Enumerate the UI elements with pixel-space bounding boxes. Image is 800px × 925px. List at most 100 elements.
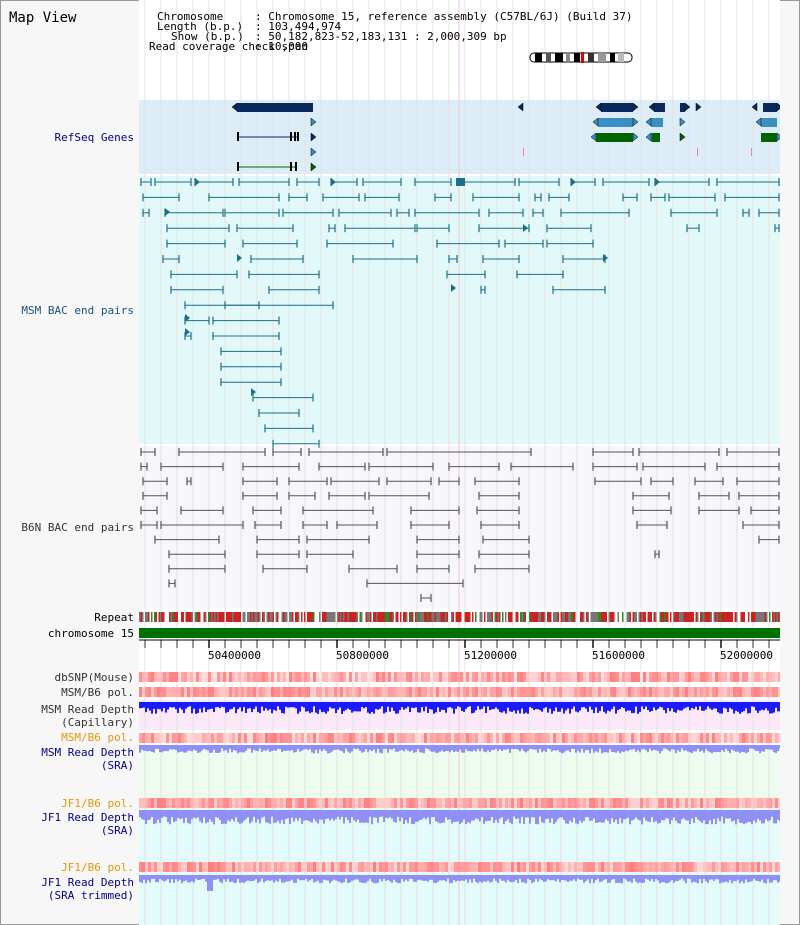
msm-read-depth-capillary-label: MSM Read Depth — [41, 703, 134, 716]
msm-capillary-depth-bars — [139, 702, 780, 714]
strand-arrow — [645, 132, 652, 142]
strand-arrow — [632, 102, 639, 112]
dbsnp-heat-strip — [139, 672, 780, 682]
gene-feature — [652, 133, 660, 142]
strand-arrow — [310, 162, 317, 172]
jf1-b6-pol-heat-strip-2 — [139, 862, 780, 872]
msm-b6-pol-heat-strip-2 — [139, 733, 780, 743]
axis-tick-label: 52000000 — [720, 649, 773, 662]
b6n-bac-end-pairs-label: B6N BAC end pairs — [21, 521, 134, 534]
gene-feature — [654, 103, 665, 112]
jf1-b6-pol-label: JF1/B6 pol. — [61, 797, 134, 810]
msm-bac-end-pairs-label: MSM BAC end pairs — [21, 304, 134, 317]
exon — [294, 132, 296, 141]
refseq-genes-label: RefSeq Genes — [54, 131, 134, 144]
jf1-read-depth-sra-sublabel: (SRA) — [100, 824, 134, 837]
msm-sra-depth-bars — [139, 745, 780, 754]
chromosome-label: Chromosome — [157, 10, 224, 23]
exon — [237, 132, 239, 141]
strand-arrow — [310, 147, 317, 157]
page-title: Map View — [9, 10, 77, 26]
strand-arrow — [231, 102, 238, 112]
dbsnp-label: dbSNP(Mouse) — [54, 671, 134, 684]
bac-end-arrow — [523, 224, 528, 232]
bac-end-arrow — [185, 328, 190, 336]
strand-arrow — [592, 117, 599, 127]
axis-tick-label: 50800000 — [336, 649, 389, 662]
exon — [290, 162, 292, 171]
strand-arrow — [517, 102, 524, 112]
coverage-label: Read coverage check span — [149, 40, 308, 53]
strand-arrow — [645, 117, 652, 127]
gene-feature — [651, 118, 663, 127]
show-label: Show (b.p.) — [171, 30, 244, 43]
coverage-value: : 10,000 — [255, 40, 308, 53]
chromosome-ideogram[interactable] — [528, 52, 636, 64]
strand-arrow — [755, 117, 762, 127]
marker-tick — [523, 148, 524, 156]
jf1-trimmed-depth-bars — [139, 875, 780, 891]
strand-arrow — [632, 117, 639, 127]
gene-feature — [761, 133, 777, 142]
jf1-read-depth-sra-label: JF1 Read Depth — [41, 811, 134, 824]
jf1-b6-pol-heat-strip — [139, 798, 780, 808]
strand-arrow — [595, 102, 602, 112]
gene-feature — [598, 118, 633, 127]
strand-arrow — [679, 132, 686, 142]
bac-end-arrow — [571, 178, 576, 186]
exon — [295, 162, 297, 171]
bac-end-arrow — [237, 254, 242, 262]
strand-arrow — [310, 132, 317, 142]
show-value: : 50,182,823-52,183,131 : 2,000,309 bp — [255, 30, 507, 43]
strand-arrow — [695, 102, 702, 112]
msm-read-depth-sra-sublabel: (SRA) — [100, 759, 134, 772]
jf1-read-depth-trimmed-label: JF1 Read Depth — [41, 876, 134, 889]
exon — [290, 132, 292, 141]
bac-end-arrow — [251, 388, 256, 396]
axis-tick-label: 51600000 — [592, 649, 645, 662]
gene-feature — [763, 103, 777, 112]
chromosome-bar — [139, 628, 780, 638]
strand-arrow — [679, 117, 686, 127]
bac-end-arrow — [185, 314, 190, 322]
jf1-read-depth-trimmed-sublabel: (SRA trimmed) — [47, 889, 134, 902]
repeat-label: Repeat — [94, 611, 134, 624]
genome-tracks[interactable] — [139, 0, 780, 925]
strand-arrow — [310, 117, 317, 127]
gene-feature — [680, 103, 685, 112]
exon — [297, 132, 299, 141]
bac-end-arrow — [603, 254, 608, 262]
bac-end-block — [456, 178, 465, 186]
gene-feature — [237, 103, 313, 112]
exon — [237, 162, 239, 171]
bac-end-arrow — [451, 284, 456, 292]
strand-arrow — [776, 102, 780, 112]
bac-end-arrow — [331, 178, 336, 186]
chromosome-track-label: chromosome 15 — [47, 627, 134, 640]
repeat-track — [139, 612, 780, 622]
msm-b6-pol-label: MSM/B6 pol. — [61, 686, 134, 699]
gene-feature — [761, 118, 777, 127]
length-label: Length (b.p.) — [157, 20, 244, 33]
msm-b6-pol-label-2: MSM/B6 pol. — [61, 731, 134, 744]
gene-feature — [601, 103, 633, 112]
axis-tick-label: 51200000 — [464, 649, 517, 662]
strand-arrow — [776, 132, 780, 142]
chromosome-value: : Chromosome 15, reference assembly (C57… — [255, 10, 633, 23]
marker-tick — [751, 148, 752, 156]
msm-b6-pol-heat-strip — [139, 687, 780, 697]
strand-arrow — [590, 132, 597, 142]
bac-end-arrow — [655, 178, 660, 186]
strand-arrow — [632, 132, 639, 142]
bac-end-arrow — [195, 178, 200, 186]
length-value: : 103,494,974 — [255, 20, 342, 33]
msm-read-depth-sra-label: MSM Read Depth — [41, 746, 134, 759]
strand-arrow — [684, 102, 691, 112]
jf1-sra-depth-bars — [139, 810, 780, 825]
bac-end-arrow — [165, 208, 170, 216]
axis-tick-label: 50400000 — [208, 649, 261, 662]
jf1-b6-pol-label-2: JF1/B6 pol. — [61, 861, 134, 874]
strand-arrow — [648, 102, 655, 112]
msm-read-depth-capillary-sublabel: (Capillary) — [61, 716, 134, 729]
strand-arrow — [751, 102, 758, 112]
